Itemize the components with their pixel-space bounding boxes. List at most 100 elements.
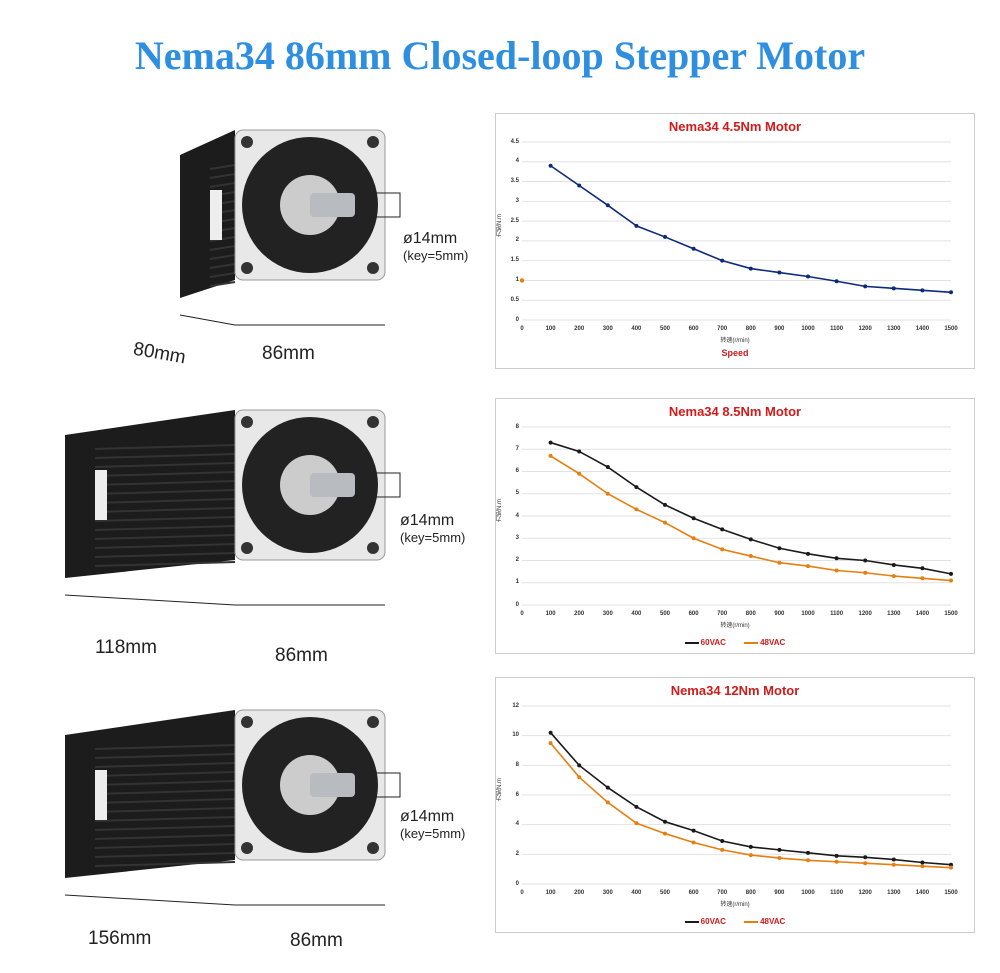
data-point: [691, 516, 696, 521]
data-point: [949, 571, 953, 576]
x-tick-label: 1000: [801, 890, 815, 896]
width-dimension: 86mm: [290, 930, 343, 951]
data-point: [548, 453, 553, 458]
y-tick-label: 1.5: [510, 257, 519, 264]
data-point: [748, 266, 753, 271]
data-point: [949, 862, 953, 867]
data-point: [605, 203, 610, 208]
y-tick-label: 0: [515, 880, 519, 887]
cooling-fin: [209, 254, 236, 260]
data-point: [519, 278, 525, 283]
x-tick-label: 200: [574, 890, 585, 896]
x-tick-label: 400: [631, 326, 642, 332]
cooling-fin: [94, 762, 236, 768]
shaft-diameter: ø14mm: [400, 808, 455, 825]
motor-drawing: [64, 409, 401, 606]
legend: 60VAC 48VAC: [496, 638, 974, 648]
shaft: [310, 193, 355, 217]
data-point: [806, 551, 810, 556]
cooling-fin: [209, 236, 236, 242]
chart-plot: [522, 426, 953, 606]
x-tick-label: 800: [745, 326, 756, 332]
data-point: [720, 847, 725, 852]
mount-hole: [241, 136, 253, 148]
data-point: [863, 570, 868, 575]
x-tick-label: 0: [520, 611, 524, 617]
x-tick-label: 1100: [830, 326, 844, 332]
x-tick-label: 900: [774, 890, 785, 896]
label-sticker: [95, 470, 107, 520]
cooling-fin: [209, 182, 236, 188]
cooling-fin: [94, 744, 236, 750]
data-point: [577, 183, 582, 188]
data-point: [777, 856, 782, 861]
x-tick-label: 100: [545, 326, 556, 332]
legend-item-48vac: 48VAC: [744, 638, 785, 647]
x-tick-label: 1400: [915, 326, 930, 332]
cooling-fin: [94, 534, 236, 540]
data-point: [920, 288, 925, 293]
data-point: [605, 800, 610, 805]
mount-hole: [241, 416, 253, 428]
x-axis-label: 转速(r/min): [720, 902, 750, 908]
data-point: [863, 558, 868, 563]
data-point: [577, 471, 582, 476]
data-point: [920, 576, 925, 581]
y-tick-label: 2: [515, 557, 519, 563]
mount-hole: [367, 136, 379, 148]
y-tick-label: 3: [515, 197, 519, 204]
y-tick-label: 5: [515, 490, 519, 497]
x-tick-label: 1200: [858, 611, 872, 617]
y-tick-label: 0: [515, 316, 519, 323]
motor-drawing: [64, 709, 401, 906]
x-tick-label: 1500: [944, 890, 958, 896]
data-point: [548, 741, 553, 746]
cooling-fin: [94, 453, 236, 459]
x-tick-label: 500: [659, 611, 670, 617]
data-point: [691, 840, 696, 845]
cooling-fin: [94, 507, 236, 513]
x-tick-label: 900: [774, 326, 785, 332]
data-point: [577, 763, 582, 768]
x-tick-label: 200: [574, 326, 585, 332]
motor-12nm: ø14mm (key=5mm) 156mm 86mm: [0, 690, 490, 970]
page-title: Nema34 86mm Closed-loop Stepper Motor: [134, 33, 866, 78]
x-tick-label: 100: [545, 611, 556, 617]
data-point: [634, 821, 639, 826]
y-tick-label: 2.5: [510, 217, 519, 224]
data-point: [920, 566, 925, 571]
data-point: [720, 258, 725, 263]
x-tick-label: 300: [602, 890, 613, 896]
x-tick-label: 700: [717, 611, 728, 617]
y-axis-label: 力矩N.m: [497, 499, 503, 522]
y-tick-label: 4: [515, 158, 519, 165]
y-tick-label: 3: [515, 534, 519, 541]
data-point: [720, 547, 725, 552]
cooling-fin: [94, 771, 236, 777]
data-point: [720, 838, 725, 843]
x-tick-label: 800: [745, 890, 756, 896]
y-axis-label: 力矩N.m: [497, 778, 503, 801]
mount-hole: [241, 262, 253, 274]
x-tick-label: 600: [688, 611, 699, 617]
data-point: [605, 785, 610, 790]
y-tick-label: 8: [515, 761, 519, 768]
data-point: [777, 560, 782, 565]
y-tick-label: 0: [515, 601, 519, 608]
shaft-dimension-line: [365, 772, 401, 798]
series-line: [549, 742, 952, 869]
chart-plot: [522, 705, 953, 885]
x-tick-label: 1300: [887, 611, 901, 617]
x-axis-label: 转速(r/min): [720, 623, 750, 629]
y-tick-label: 10: [512, 732, 519, 739]
data-point: [663, 502, 667, 507]
x-tick-label: 1000: [801, 326, 815, 332]
motor-body: [180, 130, 235, 298]
cooling-fin: [94, 834, 236, 840]
data-point: [920, 864, 925, 869]
motor-drawing: [179, 129, 401, 326]
x-tick-label: 800: [745, 611, 756, 617]
x-tick-label: 1500: [944, 611, 958, 617]
data-point: [863, 284, 868, 289]
x-tick-label: 0: [520, 326, 524, 332]
